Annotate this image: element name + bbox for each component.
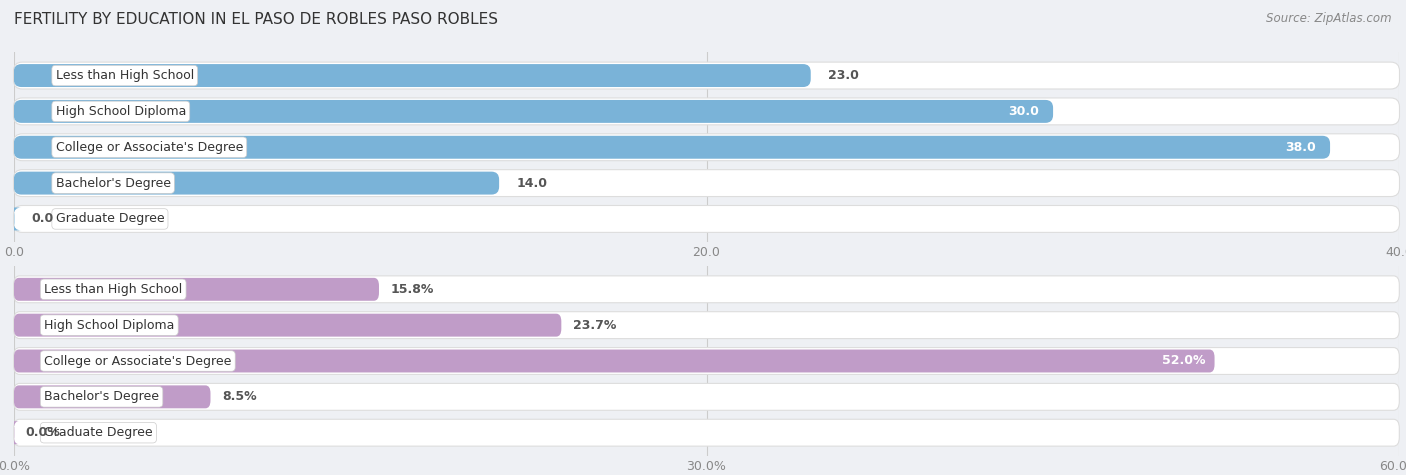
- Text: 23.0: 23.0: [828, 69, 859, 82]
- Text: 0.0: 0.0: [31, 212, 53, 226]
- Text: Less than High School: Less than High School: [44, 283, 183, 296]
- FancyBboxPatch shape: [14, 383, 1399, 410]
- FancyBboxPatch shape: [14, 62, 1399, 89]
- FancyBboxPatch shape: [14, 278, 380, 301]
- FancyBboxPatch shape: [14, 100, 1053, 123]
- Text: FERTILITY BY EDUCATION IN EL PASO DE ROBLES PASO ROBLES: FERTILITY BY EDUCATION IN EL PASO DE ROB…: [14, 12, 498, 27]
- FancyBboxPatch shape: [14, 276, 1399, 303]
- Text: 15.8%: 15.8%: [391, 283, 433, 296]
- Text: College or Associate's Degree: College or Associate's Degree: [44, 354, 232, 368]
- Text: 30.0: 30.0: [1008, 105, 1039, 118]
- Text: Bachelor's Degree: Bachelor's Degree: [44, 390, 159, 403]
- FancyBboxPatch shape: [14, 348, 1399, 374]
- Text: 23.7%: 23.7%: [572, 319, 616, 332]
- FancyBboxPatch shape: [14, 134, 1399, 161]
- Text: Less than High School: Less than High School: [56, 69, 194, 82]
- Text: 52.0%: 52.0%: [1161, 354, 1205, 368]
- Text: High School Diploma: High School Diploma: [44, 319, 174, 332]
- FancyBboxPatch shape: [14, 350, 1215, 372]
- Text: Graduate Degree: Graduate Degree: [44, 426, 153, 439]
- FancyBboxPatch shape: [14, 98, 1399, 125]
- Text: Graduate Degree: Graduate Degree: [56, 212, 165, 226]
- FancyBboxPatch shape: [7, 208, 21, 230]
- FancyBboxPatch shape: [10, 421, 18, 444]
- FancyBboxPatch shape: [14, 419, 1399, 446]
- Text: College or Associate's Degree: College or Associate's Degree: [56, 141, 243, 154]
- FancyBboxPatch shape: [14, 171, 499, 195]
- FancyBboxPatch shape: [14, 136, 1330, 159]
- Text: 14.0: 14.0: [516, 177, 547, 190]
- Text: Source: ZipAtlas.com: Source: ZipAtlas.com: [1267, 12, 1392, 25]
- FancyBboxPatch shape: [14, 312, 1399, 339]
- FancyBboxPatch shape: [14, 170, 1399, 197]
- FancyBboxPatch shape: [14, 64, 811, 87]
- FancyBboxPatch shape: [14, 385, 211, 408]
- FancyBboxPatch shape: [14, 206, 1399, 232]
- Text: 0.0%: 0.0%: [25, 426, 60, 439]
- FancyBboxPatch shape: [14, 314, 561, 337]
- Text: Bachelor's Degree: Bachelor's Degree: [56, 177, 170, 190]
- Text: High School Diploma: High School Diploma: [56, 105, 186, 118]
- Text: 38.0: 38.0: [1285, 141, 1316, 154]
- Text: 8.5%: 8.5%: [222, 390, 256, 403]
